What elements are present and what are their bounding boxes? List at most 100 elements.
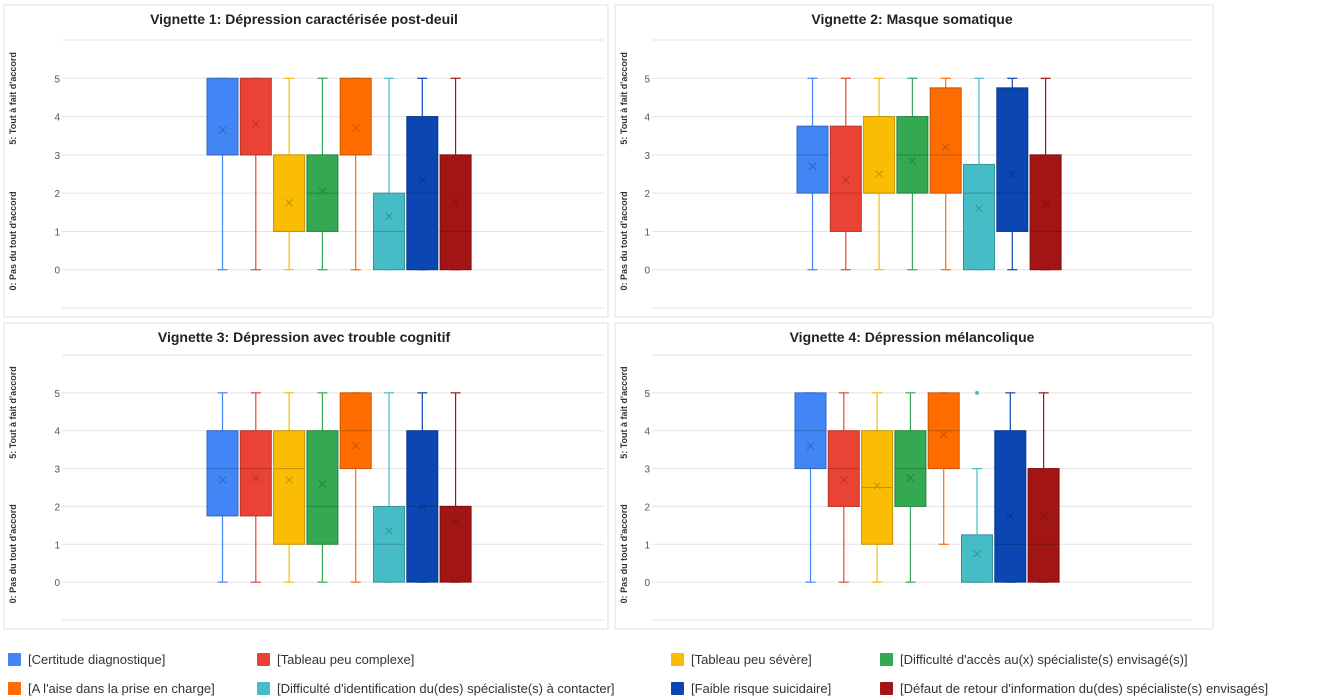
legend-swatch	[8, 652, 21, 666]
mean-marker	[418, 502, 427, 511]
mean-marker	[941, 143, 950, 152]
legend-item: [Faible risque suicidaire]	[671, 680, 831, 696]
mean-marker	[318, 479, 327, 488]
box-series-3	[861, 392, 894, 583]
chart-title: Vignette 3: Dépression avec trouble cogn…	[158, 329, 451, 345]
mean-marker	[351, 124, 360, 132]
mean-marker	[251, 474, 260, 482]
panel-frame	[3, 4, 609, 318]
box-series-5	[339, 77, 372, 271]
mean-marker	[839, 476, 848, 484]
mean-marker	[285, 198, 293, 207]
mean-marker	[385, 212, 393, 220]
box-series-2	[239, 392, 272, 583]
y-tick-label: 1	[644, 540, 650, 551]
box-series-8	[1029, 77, 1062, 271]
mean-marker	[1006, 512, 1015, 520]
y-tick-label: 5	[644, 389, 650, 400]
box-series-5	[929, 77, 962, 271]
box-series-2	[827, 392, 860, 583]
y-tick-label: 5	[54, 74, 60, 85]
box-series-7	[406, 392, 439, 583]
y-axis-label-top: 5: Tout à fait d'accord	[619, 366, 629, 458]
mean-marker	[451, 517, 460, 526]
box-series-4	[896, 77, 929, 271]
y-tick-label: 2	[54, 502, 60, 513]
legend-swatch	[880, 681, 893, 695]
outlier-point	[975, 390, 979, 395]
box-series-4	[306, 392, 339, 583]
y-tick-label: 1	[54, 540, 60, 551]
mean-marker	[218, 476, 227, 484]
legend-swatch	[671, 652, 684, 666]
mean-marker	[1008, 170, 1017, 178]
mean-marker	[973, 549, 981, 558]
y-tick-label: 3	[644, 151, 650, 162]
box-iqr	[273, 154, 306, 232]
box-iqr	[829, 125, 862, 232]
box-series-1	[794, 392, 827, 583]
mean-marker	[875, 170, 883, 178]
panel-frame	[3, 322, 609, 630]
box-iqr	[439, 505, 472, 583]
box-iqr	[339, 77, 372, 156]
box-iqr	[306, 430, 339, 545]
legend-label: [Certitude diagnostique]	[28, 651, 166, 667]
box-iqr	[439, 154, 472, 271]
box-series-3	[863, 77, 896, 271]
legend-item: [Tableau peu complexe]	[257, 651, 414, 667]
y-axis-label-top: 5: Tout à fait d'accord	[8, 366, 18, 458]
box-iqr	[206, 77, 239, 156]
y-tick-label: 2	[644, 189, 650, 200]
box-iqr	[239, 430, 272, 517]
box-series-2	[239, 77, 272, 271]
legend-label: [Difficulté d'identification du(des) spé…	[277, 680, 615, 696]
box-series-8	[439, 77, 472, 271]
legend-label: [A l'aise dans la prise en charge]	[28, 680, 215, 696]
mean-marker	[1039, 512, 1048, 520]
mean-marker	[939, 430, 948, 439]
y-tick-label: 2	[644, 502, 650, 513]
mean-marker	[351, 442, 360, 450]
y-axis-label-bottom: 0: Pas du tout d'accord	[8, 504, 18, 603]
y-tick-label: 5	[54, 389, 60, 400]
legend-swatch	[8, 681, 21, 695]
mean-marker	[218, 126, 227, 134]
y-tick-label: 0	[54, 266, 60, 277]
y-tick-label: 0	[644, 266, 650, 277]
legend-item: [Difficulté d'identification du(des) spé…	[257, 680, 615, 696]
box-series-8	[439, 392, 472, 583]
y-tick-label: 1	[54, 227, 60, 238]
box-series-5	[927, 392, 960, 545]
legend-item: [Difficulté d'accès au(x) spécialiste(s)…	[880, 651, 1188, 667]
mean-marker	[906, 474, 915, 482]
box-plot-figure: 0 1 2 3 4 5 Vignette 1: Dépression caractérisé…	[3, 4, 1214, 630]
mean-marker	[251, 120, 260, 129]
box-iqr	[796, 125, 829, 194]
mean-marker	[975, 204, 983, 213]
y-tick-label: 2	[54, 189, 60, 200]
chart-panel-4: 0 1 2 3 4 5 Vignette 4: Dépression mélancoliqu…	[614, 322, 1214, 630]
mean-marker	[1041, 200, 1050, 209]
y-axis-label-bottom: 0: Pas du tout d'accord	[619, 191, 629, 290]
y-tick-label: 3	[644, 465, 650, 476]
box-series-4	[306, 77, 339, 271]
box-series-5	[339, 392, 372, 583]
mean-marker	[418, 175, 427, 184]
box-iqr	[929, 87, 962, 194]
box-series-6	[373, 392, 405, 583]
box-series-6	[961, 390, 993, 583]
y-tick-label: 3	[54, 465, 60, 476]
mean-marker	[318, 187, 327, 196]
legend-item: [Tableau peu sévère]	[671, 651, 812, 667]
mean-marker	[285, 476, 293, 484]
y-tick-label: 4	[54, 113, 60, 124]
legend-swatch	[671, 681, 684, 695]
y-tick-label: 4	[644, 113, 650, 124]
chart-title: Vignette 1: Dépression caractérisée post…	[150, 11, 458, 27]
legend-label: [Défaut de retour d'information du(des) …	[900, 680, 1269, 696]
box-series-1	[796, 77, 829, 271]
box-iqr	[1027, 468, 1060, 583]
box-iqr	[206, 430, 239, 517]
box-series-8	[1027, 392, 1060, 583]
